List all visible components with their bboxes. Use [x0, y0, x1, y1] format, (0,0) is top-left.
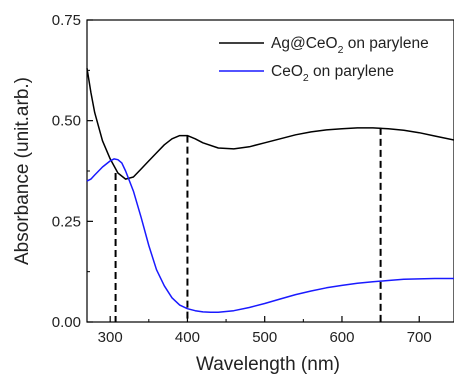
x-tick-label: 400	[175, 329, 200, 346]
legend-label-ceo2: CeO2 on parylene	[271, 63, 394, 84]
y-tick-label: 0.00	[52, 314, 81, 331]
y-tick-label: 0.50	[52, 113, 81, 130]
y-tick-label: 0.25	[52, 213, 81, 230]
x-tick-label: 300	[98, 329, 123, 346]
series-line-ceo2	[86, 158, 454, 314]
x-tick-label: 700	[407, 329, 432, 346]
y-tick-label: 0.75	[52, 12, 81, 29]
series-line-ag-ceo2	[86, 68, 454, 180]
x-axis-title: Wavelength (nm)	[196, 354, 340, 375]
x-tick-label: 600	[329, 329, 354, 346]
y-axis-title: Absorbance (unit.arb.)	[12, 77, 33, 265]
x-tick-label: 500	[252, 329, 277, 346]
legend-label-ag-ceo2: Ag@CeO2 on parylene	[271, 35, 429, 56]
series-group	[86, 68, 454, 314]
reference-lines	[114, 127, 382, 322]
axis-ticks: 300 400 500 600 700 0.00 0.25 0.50 0.75	[52, 12, 432, 346]
legend: Ag@CeO2 on parylene CeO2 on parylene	[219, 35, 429, 84]
